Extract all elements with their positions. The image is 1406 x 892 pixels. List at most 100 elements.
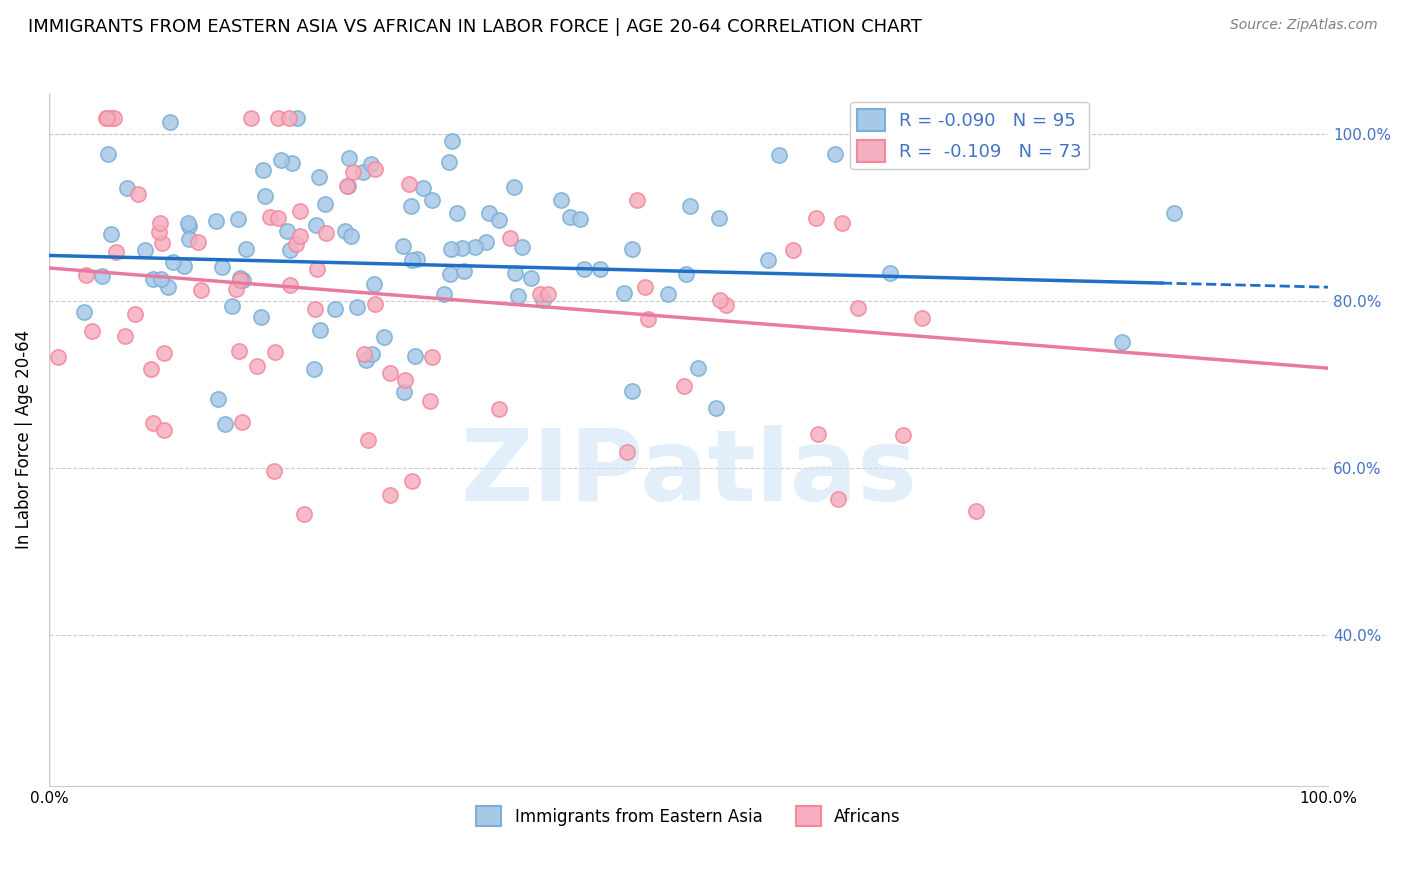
- Africans: [149, 216, 172, 230]
- Immigrants from Eastern Asia: [531, 293, 554, 307]
- Africans: [804, 211, 827, 225]
- Africans: [637, 312, 659, 326]
- Immigrants from Eastern Asia: [440, 242, 463, 256]
- Africans: [94, 111, 117, 125]
- Africans: [153, 346, 176, 360]
- Immigrants from Eastern Asia: [406, 252, 429, 266]
- Africans: [96, 111, 118, 125]
- Africans: [499, 231, 522, 245]
- Immigrants from Eastern Asia: [446, 206, 468, 220]
- Africans: [304, 301, 326, 316]
- Africans: [626, 193, 648, 207]
- Immigrants from Eastern Asia: [278, 243, 301, 257]
- Immigrants from Eastern Asia: [177, 232, 200, 246]
- Immigrants from Eastern Asia: [433, 287, 456, 301]
- Immigrants from Eastern Asia: [337, 178, 360, 193]
- Africans: [488, 402, 510, 417]
- Immigrants from Eastern Asia: [568, 212, 591, 227]
- Immigrants from Eastern Asia: [100, 227, 122, 242]
- Immigrants from Eastern Asia: [558, 210, 581, 224]
- Immigrants from Eastern Asia: [478, 206, 501, 220]
- Text: IMMIGRANTS FROM EASTERN ASIA VS AFRICAN IN LABOR FORCE | AGE 20-64 CORRELATION C: IMMIGRANTS FROM EASTERN ASIA VS AFRICAN …: [28, 18, 922, 36]
- Immigrants from Eastern Asia: [439, 267, 461, 281]
- Africans: [807, 427, 830, 442]
- Immigrants from Eastern Asia: [232, 273, 254, 287]
- Africans: [148, 225, 170, 239]
- Immigrants from Eastern Asia: [392, 239, 415, 253]
- Africans: [420, 350, 443, 364]
- Africans: [911, 310, 934, 325]
- Africans: [46, 351, 69, 365]
- Immigrants from Eastern Asia: [363, 277, 385, 292]
- Immigrants from Eastern Asia: [252, 163, 274, 178]
- Immigrants from Eastern Asia: [250, 310, 273, 325]
- Immigrants from Eastern Asia: [572, 262, 595, 277]
- Immigrants from Eastern Asia: [73, 304, 96, 318]
- Africans: [228, 273, 250, 287]
- Immigrants from Eastern Asia: [506, 289, 529, 303]
- Immigrants from Eastern Asia: [488, 212, 510, 227]
- Africans: [225, 282, 247, 296]
- Immigrants from Eastern Asia: [412, 180, 434, 194]
- Africans: [153, 423, 176, 437]
- Immigrants from Eastern Asia: [270, 153, 292, 167]
- Immigrants from Eastern Asia: [314, 196, 336, 211]
- Africans: [891, 428, 914, 442]
- Immigrants from Eastern Asia: [179, 219, 201, 233]
- Immigrants from Eastern Asia: [287, 111, 309, 125]
- Immigrants from Eastern Asia: [464, 240, 486, 254]
- Immigrants from Eastern Asia: [373, 330, 395, 344]
- Immigrants from Eastern Asia: [352, 165, 374, 179]
- Immigrants from Eastern Asia: [305, 218, 328, 232]
- Africans: [394, 373, 416, 387]
- Africans: [278, 277, 301, 292]
- Immigrants from Eastern Asia: [450, 241, 472, 255]
- Africans: [288, 229, 311, 244]
- Immigrants from Eastern Asia: [346, 301, 368, 315]
- Africans: [263, 464, 285, 478]
- Immigrants from Eastern Asia: [214, 417, 236, 431]
- Africans: [537, 286, 560, 301]
- Immigrants from Eastern Asia: [440, 134, 463, 148]
- Immigrants from Eastern Asia: [323, 302, 346, 317]
- Immigrants from Eastern Asia: [1163, 205, 1185, 219]
- Immigrants from Eastern Asia: [360, 347, 382, 361]
- Africans: [529, 287, 551, 301]
- Immigrants from Eastern Asia: [707, 211, 730, 226]
- Immigrants from Eastern Asia: [340, 228, 363, 243]
- Africans: [357, 433, 380, 447]
- Immigrants from Eastern Asia: [824, 146, 846, 161]
- Africans: [831, 217, 853, 231]
- Immigrants from Eastern Asia: [503, 266, 526, 280]
- Immigrants from Eastern Asia: [354, 353, 377, 368]
- Immigrants from Eastern Asia: [503, 179, 526, 194]
- Africans: [378, 367, 401, 381]
- Immigrants from Eastern Asia: [420, 193, 443, 207]
- Legend: Immigrants from Eastern Asia, Africans: Immigrants from Eastern Asia, Africans: [470, 799, 907, 833]
- Immigrants from Eastern Asia: [229, 271, 252, 285]
- Immigrants from Eastern Asia: [253, 188, 276, 202]
- Africans: [278, 111, 301, 125]
- Immigrants from Eastern Asia: [156, 280, 179, 294]
- Africans: [305, 261, 328, 276]
- Immigrants from Eastern Asia: [134, 243, 156, 257]
- Africans: [100, 111, 122, 125]
- Text: ZIPatlas: ZIPatlas: [460, 425, 917, 523]
- Africans: [190, 284, 212, 298]
- Immigrants from Eastern Asia: [704, 401, 727, 416]
- Africans: [267, 111, 290, 125]
- Immigrants from Eastern Asia: [276, 224, 298, 238]
- Immigrants from Eastern Asia: [333, 224, 356, 238]
- Africans: [634, 280, 657, 294]
- Y-axis label: In Labor Force | Age 20-64: In Labor Force | Age 20-64: [15, 330, 32, 549]
- Immigrants from Eastern Asia: [401, 252, 423, 267]
- Africans: [616, 445, 638, 459]
- Immigrants from Eastern Asia: [620, 384, 643, 398]
- Africans: [267, 211, 290, 226]
- Text: Source: ZipAtlas.com: Source: ZipAtlas.com: [1230, 18, 1378, 32]
- Africans: [782, 244, 804, 258]
- Immigrants from Eastern Asia: [768, 148, 790, 162]
- Immigrants from Eastern Asia: [309, 323, 332, 337]
- Immigrants from Eastern Asia: [621, 242, 644, 256]
- Africans: [378, 487, 401, 501]
